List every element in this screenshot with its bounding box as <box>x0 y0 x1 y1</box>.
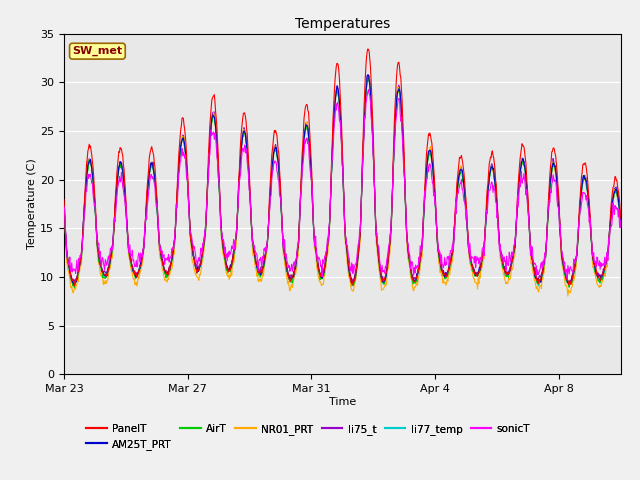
Y-axis label: Temperature (C): Temperature (C) <box>28 158 37 250</box>
Title: Temperatures: Temperatures <box>295 17 390 31</box>
Legend: PanelT, AM25T_PRT, AirT, NR01_PRT, li75_t, li77_temp, sonicT: PanelT, AM25T_PRT, AirT, NR01_PRT, li75_… <box>86 424 530 450</box>
Text: SW_met: SW_met <box>72 46 122 56</box>
X-axis label: Time: Time <box>329 397 356 407</box>
